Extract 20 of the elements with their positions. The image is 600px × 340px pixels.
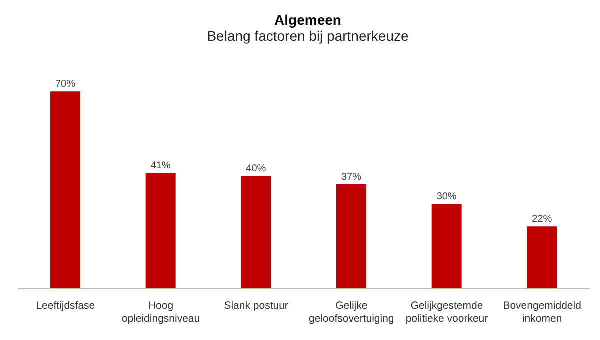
x-tick-label: Leeftijdsfase (36, 300, 96, 312)
data-label: 70% (55, 79, 76, 90)
bar (50, 92, 80, 290)
bar (241, 176, 272, 290)
x-tick-label: Gelijkgestemde politieke voorkeur (406, 300, 489, 325)
bar (527, 226, 558, 290)
data-label: 30% (436, 192, 457, 203)
chart-subtitle: Belang factoren bij partnerkeuze (206, 28, 410, 44)
x-tick-label: Hoog opleidingsniveau (122, 300, 200, 325)
data-label: 40% (246, 164, 266, 174)
bar (146, 173, 176, 290)
data-label: 41% (150, 160, 171, 172)
bar (336, 184, 366, 290)
data-label: 22% (532, 214, 552, 226)
chart-title: Algemeen (274, 12, 342, 28)
x-tick-label: Slank postuur (224, 300, 289, 312)
x-tick-label: Gelijke geloofsovertuiging (309, 300, 394, 325)
bar (432, 204, 462, 290)
x-tick-label: Bovengemiddeld inkomen (503, 300, 582, 325)
data-label: 37% (341, 172, 362, 183)
